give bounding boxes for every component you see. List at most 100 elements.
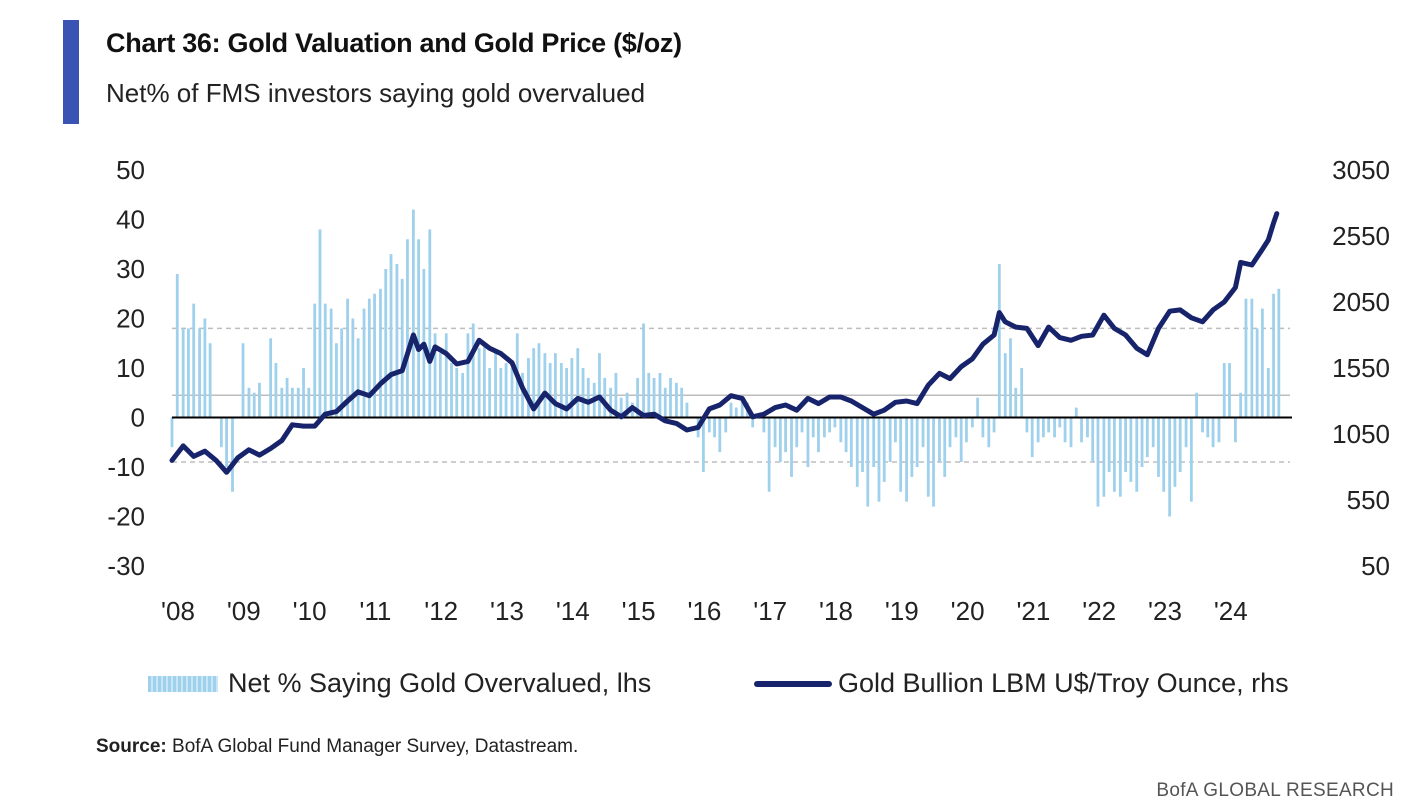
bar <box>318 229 322 418</box>
legend-swatch-line <box>754 680 832 687</box>
bar <box>762 417 766 433</box>
x-axis-tick-label: '17 <box>753 596 787 626</box>
x-axis-tick-label: '19 <box>885 596 919 626</box>
bar <box>795 417 799 448</box>
bar <box>614 372 618 418</box>
bar <box>773 417 777 448</box>
bar <box>1063 417 1067 443</box>
bar <box>1003 353 1007 418</box>
bar <box>910 417 914 477</box>
bar <box>1266 368 1270 418</box>
bar <box>1118 417 1122 497</box>
bar <box>1135 417 1139 492</box>
bar <box>198 328 202 418</box>
bar <box>1036 417 1040 443</box>
bar <box>1272 293 1275 418</box>
bar <box>954 417 958 438</box>
bar <box>987 417 991 448</box>
bar <box>642 323 645 418</box>
bar <box>219 417 223 448</box>
bar <box>1250 298 1254 418</box>
source-note: Source: BofA Global Fund Manager Survey,… <box>96 736 578 758</box>
x-axis-tick-label: '20 <box>951 596 985 626</box>
x-axis-tick-label: '22 <box>1082 596 1116 626</box>
bar <box>1096 417 1100 507</box>
title-accent-bar <box>63 20 79 124</box>
bar <box>828 417 832 433</box>
bar <box>307 387 311 418</box>
bar <box>1091 417 1095 463</box>
chart-subtitle: Net% of FMS investors saying gold overva… <box>106 78 646 108</box>
bar <box>970 417 974 428</box>
bar <box>586 377 590 418</box>
bar <box>1080 417 1083 443</box>
bar <box>340 328 344 418</box>
bar <box>811 417 815 438</box>
bar <box>1107 417 1111 472</box>
bar <box>1222 363 1226 418</box>
left-axis-tick-label: 20 <box>116 304 145 334</box>
bar <box>1157 417 1160 477</box>
bar <box>817 417 820 453</box>
bar <box>778 417 782 463</box>
x-axis-tick-label: '08 <box>161 596 195 626</box>
bar <box>1206 417 1210 438</box>
bar <box>543 353 547 418</box>
bar <box>400 278 404 418</box>
bar <box>241 343 245 418</box>
bar <box>806 417 810 467</box>
x-axis-tick-label: '13 <box>490 596 524 626</box>
bar <box>647 372 651 418</box>
left-axis-tick-label: 40 <box>116 205 145 235</box>
bar <box>362 308 366 418</box>
bar <box>192 303 196 418</box>
bar <box>767 417 771 492</box>
left-axis-tick-label: 50 <box>116 155 145 185</box>
bar <box>844 417 848 453</box>
bar <box>959 417 963 463</box>
bar <box>417 239 421 418</box>
right-axis-tick-label: 2550 <box>1332 221 1390 251</box>
bar <box>313 303 317 418</box>
bar <box>997 264 1001 418</box>
footer-brand: BofA GLOBAL RESEARCH <box>1156 780 1394 801</box>
bar <box>258 382 261 418</box>
x-axis-tick-label: '12 <box>424 596 458 626</box>
bar <box>1074 407 1078 418</box>
bar <box>565 368 568 418</box>
bar <box>609 387 613 418</box>
bar <box>576 348 580 418</box>
bar <box>1058 417 1062 428</box>
bar <box>1228 363 1231 418</box>
bar <box>1201 417 1204 433</box>
bar <box>790 417 793 477</box>
bar <box>559 363 563 418</box>
bar <box>285 377 289 418</box>
x-axis-tick-label: '21 <box>1016 596 1050 626</box>
legend-item-bars: Net % Saying Gold Overvalued, lhs <box>148 668 651 699</box>
bar <box>658 372 662 418</box>
bar <box>1086 417 1089 438</box>
bar <box>444 333 448 418</box>
bar <box>335 343 338 418</box>
bar <box>948 417 952 448</box>
bar <box>269 338 273 418</box>
bar <box>438 353 442 418</box>
bar <box>367 298 371 418</box>
bar <box>1069 417 1073 448</box>
x-axis-tick-label: '18 <box>819 596 853 626</box>
bar <box>175 273 179 418</box>
legend-swatch-bars <box>148 675 218 692</box>
x-axis-tick-label: '09 <box>227 596 261 626</box>
bar <box>1140 417 1144 467</box>
bar <box>965 417 968 443</box>
bar <box>680 387 684 418</box>
x-axis-tick-label: '10 <box>293 596 327 626</box>
bar <box>406 239 409 418</box>
bar <box>1255 328 1259 418</box>
bar <box>389 254 393 418</box>
left-axis-tick-label: 30 <box>116 254 145 284</box>
bar <box>527 358 530 418</box>
bar <box>905 417 908 502</box>
bar <box>713 417 716 438</box>
